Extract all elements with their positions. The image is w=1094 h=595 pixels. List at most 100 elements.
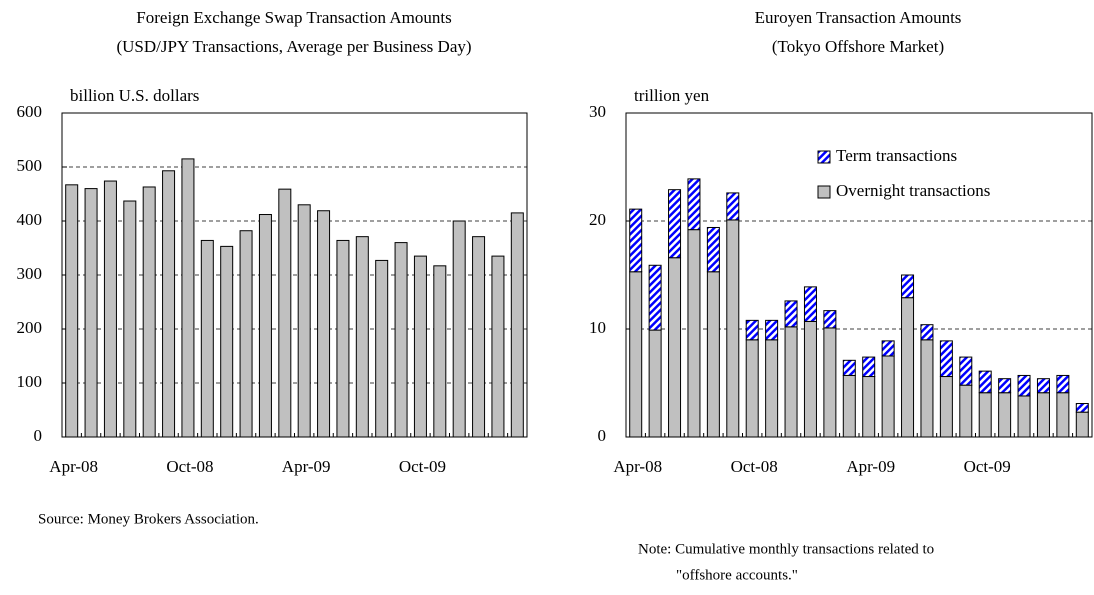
bar-segment <box>842 374 856 438</box>
bar-segment <box>1036 378 1050 394</box>
chart-subtitle: (USD/JPY Transactions, Average per Busin… <box>116 37 471 56</box>
bar <box>336 239 350 438</box>
bar <box>472 236 486 438</box>
y-tick-label: 300 <box>17 264 43 283</box>
bar-segment <box>668 257 682 438</box>
legend-label: Term transactions <box>836 146 957 165</box>
bar-segment <box>706 271 720 438</box>
y-axis-label: trillion yen <box>634 86 710 105</box>
bar-segment <box>959 384 973 438</box>
bar <box>394 242 408 438</box>
bar <box>355 236 369 438</box>
bar-segment <box>1017 374 1031 397</box>
bar <box>142 186 156 438</box>
bar-segment <box>745 339 759 438</box>
bar-segment <box>1017 395 1031 438</box>
bar <box>317 210 331 438</box>
bar-segment <box>842 359 856 376</box>
note: "offshore accounts." <box>676 567 798 583</box>
y-tick-label: 500 <box>17 156 43 175</box>
bar-segment <box>998 378 1012 394</box>
bar-segment <box>998 392 1012 438</box>
y-tick-label: 30 <box>589 102 606 121</box>
bar-segment <box>939 376 953 438</box>
bar-segment <box>784 326 798 438</box>
bar-segment <box>920 324 934 341</box>
bar <box>258 214 272 438</box>
bar-segment <box>803 320 817 438</box>
x-tick-label: Apr-08 <box>49 457 98 476</box>
chart-title: Euroyen Transaction Amounts <box>755 8 962 27</box>
bar-segment <box>920 339 934 438</box>
bar <box>162 170 176 438</box>
bar <box>239 230 253 438</box>
bar-segment <box>939 340 953 378</box>
bar-segment <box>1056 392 1070 438</box>
x-tick-label: Oct-09 <box>964 457 1011 476</box>
bar <box>220 245 234 438</box>
bar <box>84 188 98 438</box>
bar-segment <box>648 264 662 331</box>
note: Source: Money Brokers Association. <box>38 511 259 527</box>
y-axis-label: billion U.S. dollars <box>70 86 199 105</box>
bar-segment <box>862 356 876 378</box>
y-tick-label: 0 <box>598 426 607 445</box>
y-tick-label: 200 <box>17 318 43 337</box>
y-tick-label: 10 <box>589 318 606 337</box>
bar <box>181 158 195 438</box>
x-tick-label: Apr-08 <box>613 457 662 476</box>
bar-segment <box>765 339 779 438</box>
bar <box>297 204 311 438</box>
bar <box>375 259 389 438</box>
y-tick-label: 0 <box>34 426 43 445</box>
bar <box>65 184 79 438</box>
bar-segment <box>629 271 643 438</box>
bar-segment <box>881 340 895 357</box>
bar-segment <box>629 208 643 273</box>
chart-title: Foreign Exchange Swap Transaction Amount… <box>136 8 451 27</box>
bar-segment <box>901 297 915 438</box>
bar-segment <box>1056 374 1070 394</box>
bar-segment <box>823 310 837 329</box>
bar <box>413 255 427 438</box>
bar-segment <box>1075 411 1089 438</box>
bar <box>452 220 466 438</box>
bar-segment <box>803 286 817 322</box>
bar-segment <box>648 329 662 438</box>
bar-segment <box>959 356 973 386</box>
y-tick-label: 20 <box>589 210 606 229</box>
bar <box>491 255 505 438</box>
bar-segment <box>1075 403 1089 413</box>
y-tick-label: 100 <box>17 372 43 391</box>
bar-segment <box>1036 392 1050 438</box>
bar-segment <box>901 274 915 299</box>
x-tick-label: Oct-08 <box>731 457 778 476</box>
bar-segment <box>765 319 779 341</box>
bar-segment <box>784 300 798 328</box>
bar-segment <box>668 189 682 259</box>
bar-segment <box>978 392 992 438</box>
y-tick-label: 400 <box>17 210 43 229</box>
legend-label: Overnight transactions <box>836 181 990 200</box>
bar-segment <box>726 192 740 221</box>
bar <box>123 200 137 438</box>
x-tick-label: Apr-09 <box>282 457 331 476</box>
bar <box>200 239 214 438</box>
bar-segment <box>687 178 701 231</box>
note: Note: Cumulative monthly transactions re… <box>638 541 934 557</box>
bar <box>433 265 447 438</box>
bar-segment <box>687 229 701 438</box>
bar-segment <box>726 219 740 438</box>
bar-segment <box>706 226 720 273</box>
x-tick-label: Oct-08 <box>166 457 213 476</box>
bar-segment <box>978 370 992 394</box>
bar-segment <box>745 319 759 341</box>
bar <box>510 212 524 438</box>
bar <box>103 180 117 438</box>
y-tick-label: 600 <box>17 102 43 121</box>
legend-swatch <box>817 150 831 164</box>
bar-segment <box>862 376 876 438</box>
bar-segment <box>881 355 895 438</box>
x-tick-label: Oct-09 <box>399 457 446 476</box>
